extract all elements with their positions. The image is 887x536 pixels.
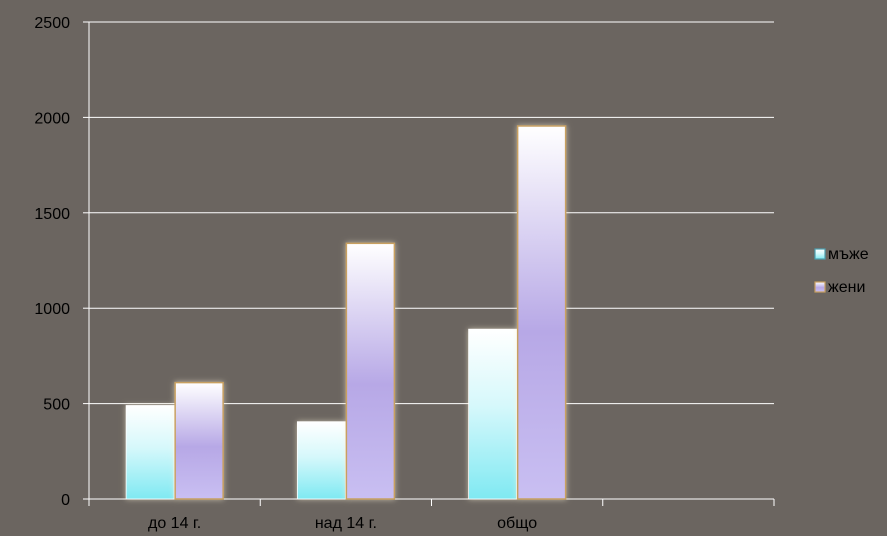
y-tick-label: 1500	[34, 206, 70, 223]
legend-swatch-women	[814, 281, 826, 293]
bar-women	[516, 125, 567, 500]
bar-women	[345, 242, 396, 500]
legend-label-men: мъже	[828, 246, 869, 263]
x-tick-label: до 14 г.	[148, 515, 201, 532]
bars	[125, 125, 567, 500]
legend-swatch-men	[814, 248, 826, 260]
bar-men	[468, 328, 518, 500]
bar-men	[125, 405, 175, 500]
y-tick-label: 2000	[34, 110, 70, 127]
legend: мъже жени	[814, 246, 869, 296]
y-tick-label: 500	[43, 397, 70, 414]
y-tick-label: 2500	[34, 15, 70, 32]
tick-labels: 0 500 1000 1500 2000 2500 до 14 г. над 14 г. общ…	[34, 15, 537, 532]
legend-label-women: жени	[828, 279, 865, 296]
x-tick-label: общо	[497, 515, 537, 532]
bar-men	[296, 421, 346, 500]
x-tick-label: над 14 г.	[315, 515, 377, 532]
gridlines	[89, 21, 774, 405]
bar-women	[174, 381, 224, 500]
y-tick-label: 0	[61, 492, 70, 509]
y-tick-label: 1000	[34, 301, 70, 318]
